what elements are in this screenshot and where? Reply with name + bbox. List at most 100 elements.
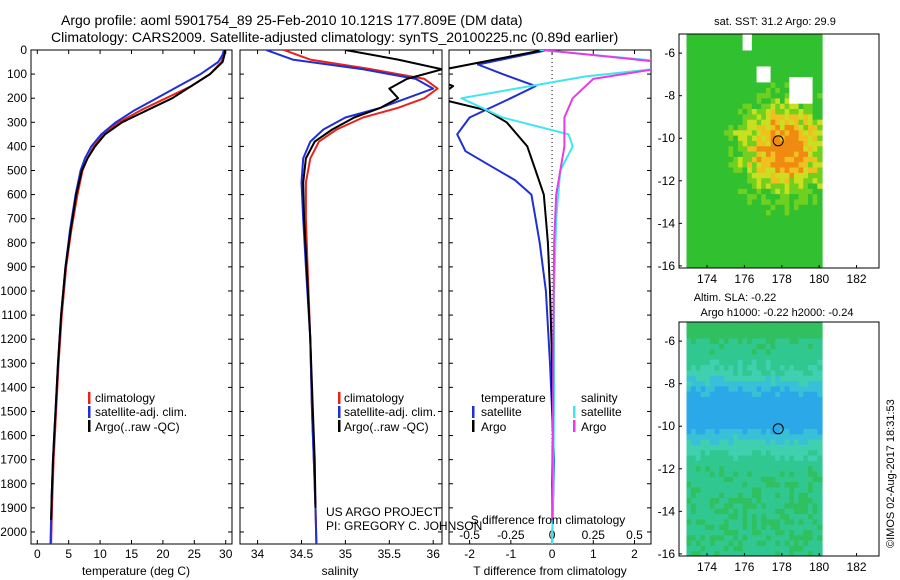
field-cell — [761, 327, 767, 334]
field-cell — [723, 385, 730, 392]
field-cell — [723, 407, 730, 413]
field-cell — [747, 257, 753, 264]
field-cell — [794, 97, 800, 104]
field-cell — [700, 343, 706, 350]
field-cell — [747, 359, 753, 366]
field-cell — [691, 135, 697, 141]
field-cell — [705, 396, 711, 403]
field-cell — [737, 428, 744, 435]
field-cell — [779, 412, 786, 419]
field-cell — [723, 476, 730, 483]
field-cell — [812, 486, 818, 493]
field-cell — [695, 449, 702, 456]
field-cell — [695, 50, 702, 56]
field-cell — [723, 172, 730, 179]
field-cell — [803, 470, 809, 477]
field-cell — [812, 198, 818, 205]
field-cell — [686, 220, 692, 226]
field-cell — [714, 449, 720, 456]
field-cell — [798, 161, 804, 168]
field-cell — [747, 513, 753, 520]
field-cell — [784, 401, 790, 408]
field-cell — [700, 230, 706, 237]
field-cell — [789, 428, 795, 435]
field-cell — [747, 246, 753, 253]
field-cell — [812, 338, 818, 344]
field-cell — [691, 193, 697, 200]
field-cell — [784, 407, 790, 413]
field-cell — [728, 81, 734, 88]
field-cell — [737, 412, 744, 419]
field-cell — [770, 401, 776, 408]
field-cell — [770, 338, 776, 344]
field-cell — [789, 348, 795, 355]
field-cell — [705, 246, 711, 253]
x-tick-label: 5 — [65, 547, 72, 561]
field-cell — [770, 460, 776, 467]
field-cell — [775, 156, 781, 163]
field-cell — [789, 129, 795, 136]
field-cell — [723, 119, 730, 125]
field-cell — [808, 236, 814, 242]
field-cell — [808, 145, 814, 152]
field-cell — [705, 455, 711, 461]
field-cell — [770, 198, 776, 205]
field-cell — [737, 465, 744, 472]
field-cell — [798, 209, 804, 216]
field-cell — [798, 327, 804, 334]
field-cell — [723, 486, 730, 493]
field-cell — [719, 220, 725, 226]
field-cell — [779, 124, 786, 131]
field-cell — [737, 209, 744, 216]
field-cell — [733, 39, 739, 46]
field-cell — [723, 428, 730, 435]
field-cell — [728, 348, 734, 355]
field-cell — [761, 380, 767, 387]
field-cell — [719, 161, 725, 168]
field-cell — [770, 465, 776, 472]
field-cell — [798, 348, 804, 355]
field-cell — [803, 172, 809, 179]
field-cell — [742, 135, 748, 141]
field-cell — [723, 236, 730, 242]
field-cell — [723, 401, 730, 408]
field-cell — [695, 198, 702, 205]
field-cell — [798, 50, 804, 56]
field-cell — [812, 391, 818, 397]
field-cell — [794, 182, 800, 189]
field-cell — [723, 439, 730, 445]
field-cell — [691, 412, 697, 419]
field-cell — [798, 177, 804, 184]
field-cell — [812, 81, 818, 88]
field-cell — [723, 177, 730, 184]
field-cell — [812, 34, 818, 40]
field-cell — [756, 481, 762, 488]
field-cell — [784, 476, 790, 483]
field-cell — [770, 343, 776, 350]
field-cell — [742, 449, 748, 456]
field-cell — [691, 439, 697, 445]
field-cell — [751, 338, 758, 344]
field-cell — [798, 338, 804, 344]
field-cell — [798, 129, 804, 136]
field-cell — [751, 359, 758, 366]
field-cell — [794, 470, 800, 477]
field-cell — [686, 65, 692, 72]
field-cell — [742, 460, 748, 467]
field-cell — [794, 76, 800, 83]
field-cell — [775, 428, 781, 435]
field-cell — [765, 151, 772, 157]
field-cell — [714, 423, 720, 429]
field-cell — [733, 449, 739, 456]
field-cell — [709, 407, 716, 413]
field-cell — [770, 262, 776, 268]
field-cell — [700, 65, 706, 72]
x-tick-label: 15 — [125, 547, 139, 561]
field-cell — [737, 502, 744, 509]
field-cell — [714, 241, 720, 248]
field-cell — [705, 322, 711, 328]
field-cell — [686, 428, 692, 435]
field-cell — [742, 465, 748, 472]
field-cell — [775, 439, 781, 445]
field-cell — [719, 359, 725, 366]
